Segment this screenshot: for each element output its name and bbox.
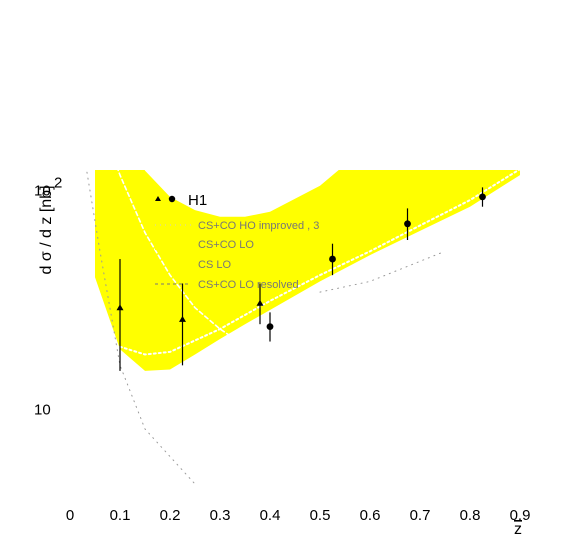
x-tick-label: 0.4 [260,507,281,524]
y-tick-exponent: 2 [54,175,62,192]
legend-band-swatch [155,238,192,250]
h1-data-points-layer [116,187,486,371]
x-tick-label: 0.7 [410,507,431,524]
curve-cs-co-ho-improved-0 [119,170,521,356]
legend-circle-marker [168,195,176,203]
x-axis-title: z [514,521,522,538]
triangle-marker [256,299,264,306]
cs-co-lo-band [95,170,520,371]
x-tick-label: 0.5 [310,507,331,524]
legend-label: CS+CO LO resolved [198,279,299,291]
data-point-circle-3 [479,187,486,207]
cs-co-lo-band-layer [95,170,520,371]
circle-marker [404,220,411,228]
legend-label: CS LO [198,259,231,271]
legend-triangle-marker [155,196,161,201]
y-tick-label: 10 [34,183,51,200]
data-point-circle-2 [404,208,411,240]
curve-cs-lo-2 [86,170,196,485]
theory-curves-layer [86,170,521,485]
curve-cs-co-lo-resolved-1 [117,170,236,340]
y-axis-title: d σ / d z [nb] [38,185,55,274]
x-tick-label: 0.2 [160,507,181,524]
y-tick-label: 10 [34,401,51,418]
circle-marker [329,255,336,263]
x-tick-label: 0.1 [110,507,131,524]
data-point-triangle-1 [179,283,186,366]
triangle-marker [116,304,124,311]
data-point-triangle-2 [256,283,264,325]
circle-marker [266,323,274,331]
x-tick-label: 0.6 [360,507,381,524]
legend-label: CS+CO HO improved , 3 [198,220,319,232]
circle-marker [479,193,486,201]
x-tick-label: 0.8 [460,507,481,524]
data-point-circle-0 [266,312,274,342]
data-point-circle-1 [329,243,336,276]
data-point-triangle-0 [116,259,124,371]
x-tick-label: 0 [66,507,74,524]
legend-label: H1 [188,192,207,209]
triangle-marker [179,315,186,322]
x-tick-label: 0.9 [510,507,531,524]
x-tick-label: 0.3 [210,507,231,524]
legend-label: CS+CO LO [198,239,254,251]
legend: H1 CS+CO HO improved , 3 CS+CO LO CS LO CS+C… [155,192,319,291]
